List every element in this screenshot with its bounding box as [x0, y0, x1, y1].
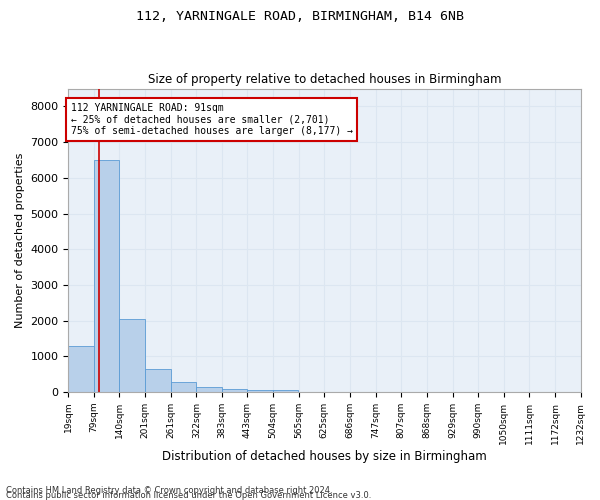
Bar — [273, 390, 298, 392]
Bar — [145, 369, 170, 392]
Bar — [222, 389, 247, 392]
Bar — [119, 319, 145, 392]
X-axis label: Distribution of detached houses by size in Birmingham: Distribution of detached houses by size … — [162, 450, 487, 462]
Bar — [94, 160, 119, 392]
Y-axis label: Number of detached properties: Number of detached properties — [15, 152, 25, 328]
Text: Contains HM Land Registry data © Crown copyright and database right 2024.: Contains HM Land Registry data © Crown c… — [6, 486, 332, 495]
Bar — [68, 346, 94, 392]
Text: 112 YARNINGALE ROAD: 91sqm
← 25% of detached houses are smaller (2,701)
75% of s: 112 YARNINGALE ROAD: 91sqm ← 25% of deta… — [71, 103, 353, 136]
Text: 112, YARNINGALE ROAD, BIRMINGHAM, B14 6NB: 112, YARNINGALE ROAD, BIRMINGHAM, B14 6N… — [136, 10, 464, 23]
Text: Contains public sector information licensed under the Open Government Licence v3: Contains public sector information licen… — [6, 491, 371, 500]
Title: Size of property relative to detached houses in Birmingham: Size of property relative to detached ho… — [148, 73, 501, 86]
Bar — [247, 390, 273, 392]
Bar — [196, 386, 221, 392]
Bar — [170, 382, 196, 392]
